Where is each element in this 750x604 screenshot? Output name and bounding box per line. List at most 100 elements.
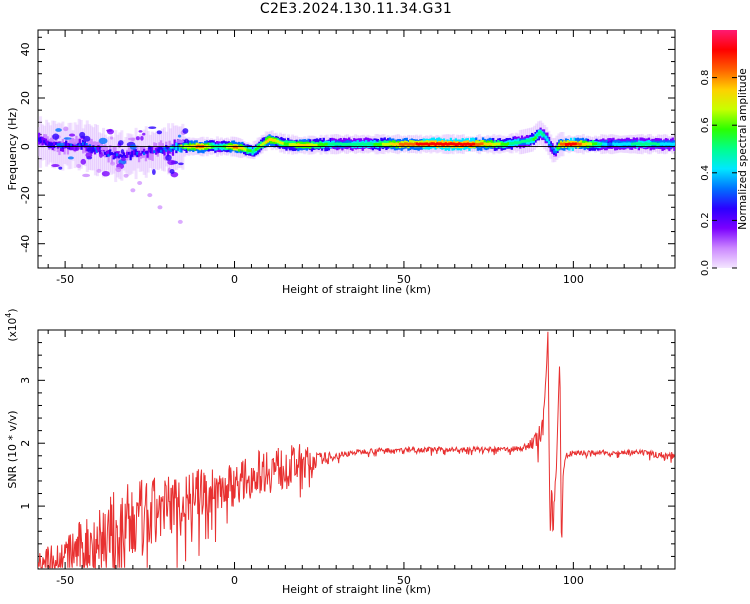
spec-speckle bbox=[184, 138, 189, 144]
spec-band-mid bbox=[143, 148, 146, 156]
spec-band-core bbox=[239, 146, 242, 150]
spec-band-core bbox=[285, 142, 288, 146]
spec-band-core bbox=[610, 142, 613, 146]
spec-band-core bbox=[129, 151, 132, 155]
spec-band-core bbox=[273, 138, 276, 142]
spec-band-core bbox=[156, 148, 159, 152]
spec-band-core bbox=[632, 142, 635, 146]
spec-band-core bbox=[126, 154, 129, 158]
spec-band-core bbox=[447, 142, 451, 146]
spec-speckle bbox=[68, 133, 76, 137]
spec-band-core bbox=[673, 142, 675, 146]
spec-band-core bbox=[492, 143, 495, 146]
spec-band-core bbox=[414, 142, 417, 146]
spec-band-core bbox=[483, 142, 486, 146]
spec-band-core bbox=[93, 147, 97, 151]
spec-band-mid bbox=[148, 145, 151, 153]
spec-band-core bbox=[70, 143, 73, 147]
spec-band-core bbox=[263, 141, 266, 145]
spec-band-core bbox=[470, 143, 473, 147]
spec-band-core bbox=[315, 143, 319, 147]
spec-band-core bbox=[356, 142, 359, 146]
spec-band-outer bbox=[148, 148, 151, 160]
spec-band-core bbox=[490, 142, 493, 146]
spec-band-core bbox=[292, 142, 295, 146]
spec-band-core bbox=[612, 142, 615, 146]
snr-multiplier: (x104) bbox=[4, 309, 19, 342]
spectrogram-image bbox=[38, 116, 675, 224]
spec-band-core bbox=[107, 153, 110, 157]
spec-band-core bbox=[395, 142, 398, 146]
spec-band-core bbox=[563, 142, 566, 146]
spec-xlabel: Height of straight line (km) bbox=[282, 283, 431, 296]
spec-band-core bbox=[244, 148, 247, 152]
spec-band-outer bbox=[149, 149, 153, 161]
spec-band-mid bbox=[178, 145, 181, 153]
spec-band-core bbox=[41, 142, 44, 146]
spec-band-core bbox=[629, 142, 632, 146]
spec-band-core bbox=[598, 143, 602, 146]
spec-band-core bbox=[131, 151, 134, 155]
spec-band-core bbox=[556, 146, 559, 150]
spec-band-core bbox=[141, 150, 144, 154]
spec-band-mid bbox=[129, 153, 132, 161]
spec-band-core bbox=[607, 143, 610, 146]
spec-band-core bbox=[454, 143, 458, 146]
spec-band-outer bbox=[115, 153, 119, 165]
spec-band-core bbox=[51, 142, 54, 146]
spec-band-core bbox=[646, 142, 649, 146]
spec-speckle bbox=[135, 136, 140, 141]
spec-band-core bbox=[68, 143, 71, 147]
spec-band-core bbox=[253, 149, 256, 153]
spec-band-outer bbox=[110, 153, 114, 164]
spec-band-mid bbox=[107, 149, 110, 157]
spec-band-core bbox=[619, 142, 622, 146]
spec-band-core bbox=[546, 138, 549, 142]
spec-band-core bbox=[393, 143, 397, 147]
spec-band-core bbox=[661, 142, 664, 146]
spec-band-outer bbox=[104, 144, 107, 156]
spec-band-core bbox=[627, 142, 630, 146]
spec-band-core bbox=[642, 143, 646, 147]
spec-band-outer bbox=[112, 146, 115, 157]
spec-band-core bbox=[44, 142, 48, 146]
spec-speckle bbox=[110, 136, 114, 140]
spec-band-core bbox=[600, 142, 603, 146]
spec-band-core bbox=[307, 143, 310, 147]
spec-band-core bbox=[261, 142, 264, 146]
spec-band-core bbox=[534, 136, 537, 140]
snr-frame bbox=[37, 329, 676, 570]
spec-band-core bbox=[390, 142, 393, 146]
spec-band-core bbox=[510, 142, 513, 145]
spec-band-core bbox=[615, 142, 619, 146]
spec-speckle bbox=[148, 126, 157, 129]
spec-band-core bbox=[88, 144, 92, 148]
spec-band-core bbox=[176, 147, 180, 151]
spec-band-core bbox=[424, 142, 427, 146]
spec-speckle bbox=[182, 128, 189, 134]
spec-band-core bbox=[478, 142, 481, 146]
spec-band-core bbox=[114, 155, 117, 159]
spec-speckle bbox=[120, 149, 125, 154]
spec-band-core bbox=[236, 145, 239, 149]
spec-speckle bbox=[156, 130, 163, 135]
spec-band-core bbox=[363, 142, 366, 146]
spec-speckle bbox=[79, 131, 86, 139]
snr-panel: -50 0 50 100 1 2 3 Height of straight line (km)… bbox=[4, 309, 676, 596]
spec-band-core bbox=[622, 142, 625, 146]
spec-band-core bbox=[397, 143, 400, 147]
spec-speckle bbox=[98, 137, 108, 145]
spec-band-core bbox=[134, 152, 137, 156]
spec-band-core bbox=[419, 142, 422, 146]
spec-speckle bbox=[178, 162, 184, 166]
spec-band-core bbox=[71, 143, 75, 147]
spec-band-mid bbox=[41, 136, 44, 144]
spec-band-core bbox=[571, 142, 574, 146]
colorbar-tick-label: 0.8 bbox=[700, 70, 711, 86]
spec-band-core bbox=[48, 141, 51, 145]
spec-speckle bbox=[157, 205, 163, 210]
spec-band-mid bbox=[39, 136, 42, 144]
spec-band-core bbox=[121, 154, 124, 158]
spec-band-mid bbox=[141, 151, 144, 159]
spec-band-core bbox=[568, 142, 571, 146]
